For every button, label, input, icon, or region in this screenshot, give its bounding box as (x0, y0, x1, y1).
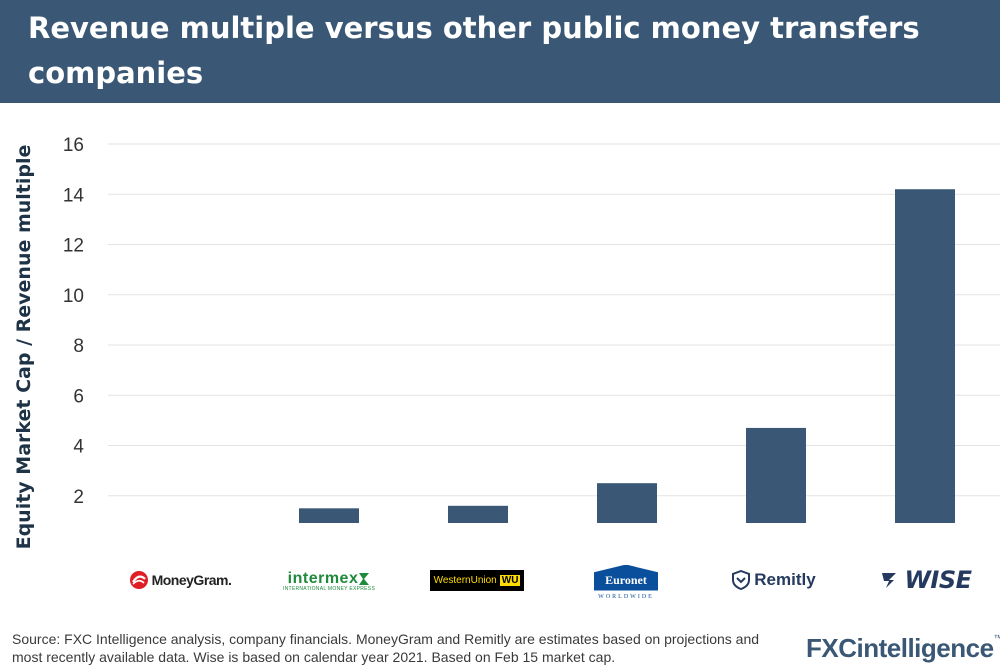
y-tick-label: 12 (63, 236, 84, 257)
bar-intermex (299, 508, 359, 523)
intermex-logo-subtext: INTERNATIONAL MONEY EXPRESS (282, 586, 376, 592)
moneygram-swirl-icon (129, 571, 148, 589)
euronet-logo-text: Euronet (605, 573, 647, 587)
y-tick-label: 10 (63, 286, 84, 307)
bar-remitly (746, 427, 806, 523)
x-label-western-union: WesternUnion WU (430, 570, 524, 591)
x-label-euronet: Euronet WORLDWIDE (590, 562, 662, 602)
intermex-logo-text: intermex (287, 570, 359, 587)
y-tick-label: 16 (63, 135, 84, 156)
brand-fxc: FXC (806, 633, 857, 663)
bar-euronet (597, 483, 657, 523)
remitly-logo-text: Remitly (754, 570, 816, 589)
bar-chart: 0246810121416 (63, 135, 1000, 523)
green-arrow-icon (359, 573, 370, 585)
x-label-wise: WISE (872, 564, 980, 596)
wise-logo-text: WISE (904, 566, 972, 594)
western-union-badge: WU (499, 575, 521, 586)
source-note: Source: FXC Intelligence analysis, compa… (12, 631, 760, 665)
x-label-intermex: intermex INTERNATIONAL MONEY EXPRESS (272, 568, 386, 594)
y-tick-label: 4 (73, 437, 84, 458)
brand-intelligence: intelligence (856, 633, 995, 663)
y-tick-label: 14 (63, 185, 85, 206)
chart-title: Revenue multiple versus other public mon… (28, 11, 920, 90)
y-axis-label: Equity Market Cap / Revenue multiple (13, 144, 35, 550)
western-union-logo-text: WesternUnion (433, 575, 497, 586)
brand-tm: ™ (993, 633, 1000, 643)
y-axis-ticks: 0246810121416 (63, 135, 85, 508)
fxc-intelligence-logo: FXCintelligence™ (806, 633, 1000, 664)
y-tick-label: 2 (73, 487, 84, 508)
bar-wise (895, 189, 955, 523)
y-tick-label: 8 (73, 336, 84, 357)
bars (299, 189, 955, 523)
wise-flag-icon (882, 573, 897, 588)
bar-western-union (448, 505, 508, 523)
x-label-remitly: Remitly (718, 567, 830, 593)
gridlines (108, 143, 1000, 497)
moneygram-logo-text: MoneyGram. (151, 572, 232, 588)
x-label-moneygram: MoneyGram. (112, 568, 248, 592)
euronet-logo-subtext: WORLDWIDE (598, 593, 654, 600)
y-axis-label-wrap: Equity Market Cap / Revenue multiple (4, 132, 44, 562)
shield-icon (732, 570, 751, 590)
header-banner: Revenue multiple versus other public mon… (0, 0, 1000, 103)
euronet-mark: Euronet (594, 564, 658, 591)
y-tick-label: 6 (73, 386, 84, 407)
